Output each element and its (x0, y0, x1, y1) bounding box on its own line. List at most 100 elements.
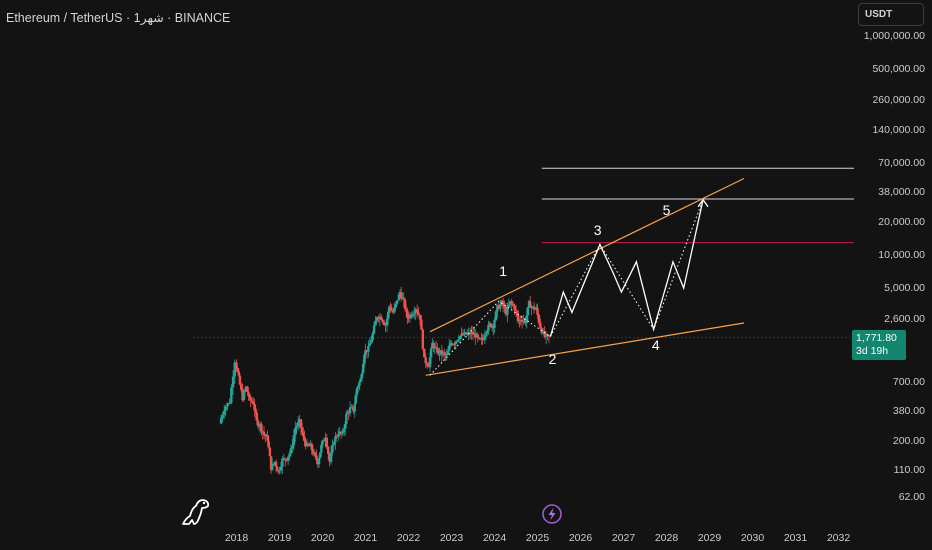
candle-body (408, 314, 412, 319)
candle-body (453, 344, 456, 346)
candle-body (228, 402, 231, 404)
candle-body (421, 329, 425, 349)
candle-body (518, 320, 521, 322)
candle-body (374, 320, 377, 326)
channel-lower-line[interactable] (425, 322, 744, 376)
candle-body (427, 365, 430, 368)
candle-body (487, 324, 490, 331)
candle-body (503, 306, 506, 308)
candle-body (353, 403, 356, 412)
candle-body (515, 311, 519, 316)
candle-body (329, 452, 333, 462)
candle-body (241, 389, 244, 401)
candle-body (501, 300, 505, 307)
price-tick-label: 20,000.00 (878, 216, 925, 229)
candle-body (320, 444, 323, 453)
candle-body (377, 317, 380, 319)
candle-body (407, 317, 410, 319)
candle-body (298, 419, 301, 423)
channel-upper-line[interactable] (429, 177, 745, 333)
candle-body (302, 432, 305, 437)
symbol-title[interactable]: Ethereum / TetherUS · 1شهر · BINANCE (6, 11, 231, 25)
candle-body (233, 362, 236, 377)
candle-body (253, 404, 256, 411)
candle-body (286, 456, 290, 461)
candle-body (394, 304, 397, 308)
candle-body (345, 413, 348, 424)
candle-body (307, 443, 310, 446)
price-tick-label: 5,000.00 (884, 282, 925, 295)
price-tick-label: 2,600.00 (884, 313, 925, 326)
candle-body (534, 308, 537, 310)
candle-body (364, 350, 367, 355)
candle-body (456, 340, 459, 342)
candle-body (313, 452, 317, 456)
candle-body (270, 463, 274, 471)
candle-body (230, 387, 233, 404)
candle-body (510, 301, 513, 304)
candle-body (385, 319, 389, 326)
candle-body (296, 422, 300, 427)
candle-body (454, 341, 457, 345)
candle-body (405, 309, 408, 311)
candle-body (488, 323, 491, 325)
candle-body (511, 303, 515, 306)
candle-body (246, 386, 249, 392)
candle-body (470, 331, 473, 335)
candle-body (254, 410, 257, 413)
dotted-wave-path[interactable] (429, 199, 704, 376)
candle-body (262, 431, 266, 435)
candle-body (390, 309, 393, 311)
time-tick-label: 2028 (654, 532, 679, 544)
flash-icon[interactable] (541, 503, 563, 525)
candle-body (406, 310, 409, 318)
candle-body (317, 458, 321, 465)
candle-body (513, 305, 516, 310)
candle-body (544, 334, 548, 337)
candle-body (481, 337, 484, 340)
candle-body (467, 332, 470, 334)
projection-zigzag-path[interactable] (549, 199, 704, 337)
candle-body (403, 299, 407, 310)
wave-label-2: 2 (548, 351, 557, 368)
candle-body (507, 304, 511, 307)
price-tick-label: 110.00 (893, 463, 925, 476)
candle-body (221, 414, 224, 419)
time-tick-label: 2018 (224, 532, 249, 544)
candle-body (235, 362, 238, 369)
candle-body (446, 350, 450, 355)
candle-body (423, 348, 426, 358)
candle-body (530, 306, 533, 308)
candle-body (300, 427, 304, 433)
candle-body (247, 391, 250, 397)
candle-body (282, 458, 285, 460)
candle-body (359, 378, 362, 382)
candle-body (273, 461, 276, 464)
candle-body (417, 312, 420, 315)
candle-body (260, 423, 263, 432)
candle-body (536, 307, 539, 316)
currency-button[interactable]: USDT (858, 3, 924, 26)
candle-body (410, 314, 413, 317)
candle-body (231, 376, 235, 388)
time-tick-label: 2023 (439, 532, 464, 544)
candle-body (294, 428, 297, 436)
candle-body (428, 357, 432, 368)
candle-body (325, 437, 328, 448)
candle-body (494, 311, 498, 321)
candle-body (500, 300, 503, 305)
price-tick-label: 700.00 (892, 375, 925, 388)
candle-body (311, 449, 315, 454)
candle-body (440, 350, 444, 355)
candle-body (418, 314, 422, 320)
candle-body (477, 337, 481, 339)
candle-body (249, 397, 252, 401)
candle-body (315, 455, 318, 460)
candle-body (434, 346, 438, 348)
candle-body (429, 348, 433, 358)
price-tick-label: 380.00 (892, 404, 925, 417)
candle-body (389, 306, 392, 310)
candle-body (509, 301, 512, 305)
tradingview-logo-icon[interactable] (180, 496, 214, 528)
